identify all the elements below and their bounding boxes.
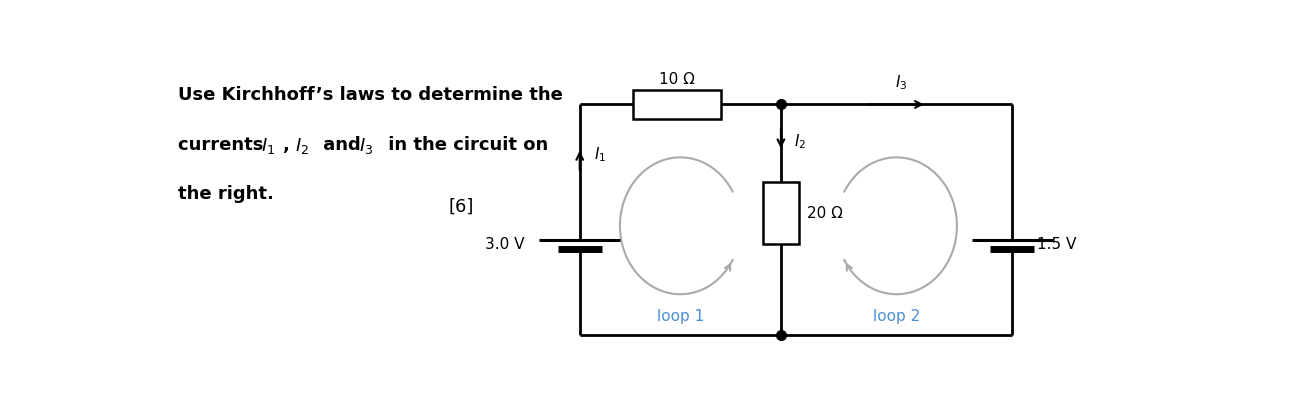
Bar xyxy=(763,182,800,244)
Text: loop 1: loop 1 xyxy=(657,309,704,324)
Text: in the circuit on: in the circuit on xyxy=(382,136,548,154)
Text: 3.0 V: 3.0 V xyxy=(485,237,524,252)
Text: currents: currents xyxy=(178,136,270,154)
Text: ,: , xyxy=(283,136,296,154)
Text: Use Kirchhoff’s laws to determine the: Use Kirchhoff’s laws to determine the xyxy=(178,86,563,104)
Text: $I_2$: $I_2$ xyxy=(794,133,806,151)
Text: $I_3$: $I_3$ xyxy=(896,74,907,92)
Text: and: and xyxy=(317,136,367,154)
Text: [6]: [6] xyxy=(449,198,474,216)
Text: the right.: the right. xyxy=(178,185,274,203)
Text: $I_1$: $I_1$ xyxy=(261,136,275,156)
Text: $I_1$: $I_1$ xyxy=(593,145,606,164)
Text: 20 Ω: 20 Ω xyxy=(807,206,842,221)
Text: 1.5 V: 1.5 V xyxy=(1037,237,1077,252)
Bar xyxy=(633,90,720,120)
Text: 10 Ω: 10 Ω xyxy=(659,72,694,87)
Text: $I_2$: $I_2$ xyxy=(295,136,309,156)
Text: $I_3$: $I_3$ xyxy=(360,136,374,156)
Text: loop 2: loop 2 xyxy=(874,309,920,324)
